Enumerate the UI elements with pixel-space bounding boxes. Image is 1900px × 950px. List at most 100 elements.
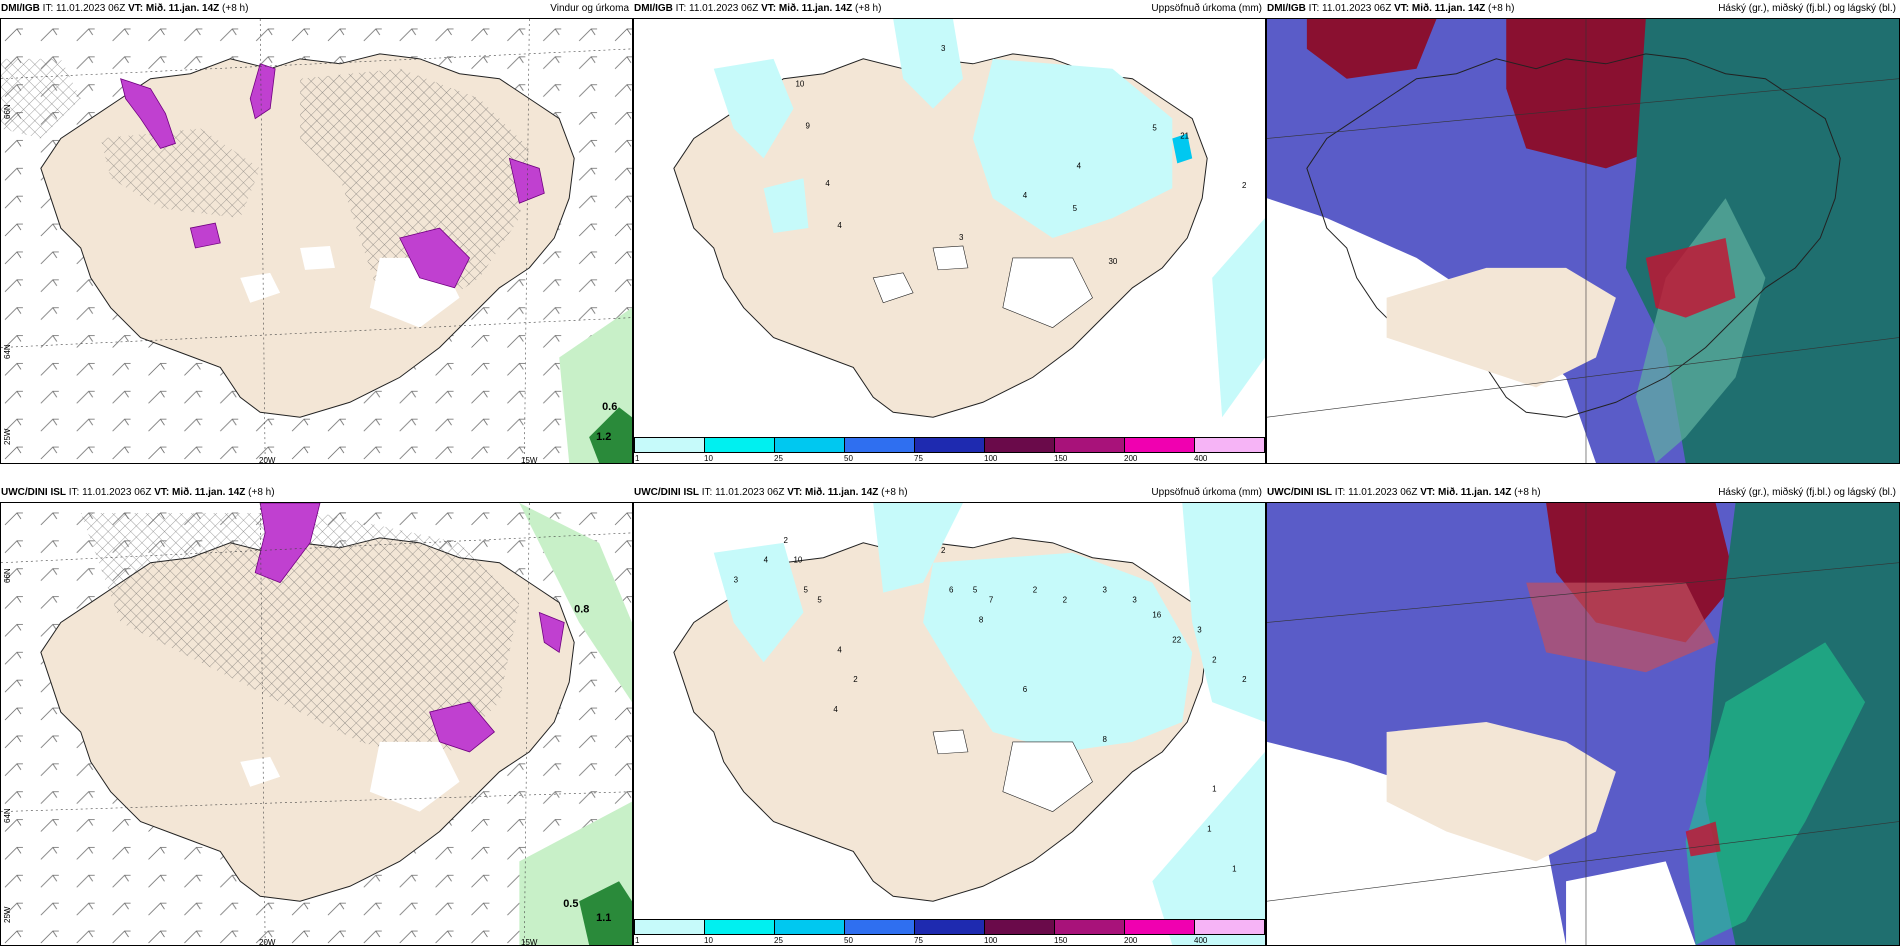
colorbar-label: 10 [704,936,713,945]
lon-line [524,503,530,945]
model-name: DMI/IGB [1,3,40,14]
map-cloud-bottom[interactable] [1266,502,1900,946]
colorbar-swatch [985,920,1055,934]
land-visible [1386,267,1616,388]
colorbar-label: 200 [1124,936,1138,945]
cloud-map-svg [1267,19,1899,463]
colorbar-label: 1 [635,454,640,463]
colorbar-swatch [705,438,775,452]
model-name: UWC/DINI ISL [1267,487,1332,498]
it-label: IT: [675,3,687,14]
colorbar-label: 400 [1194,454,1208,463]
valid-time: Mið. 11.jan. 14Z [805,487,879,498]
precip-colorbar: 1 10 25 50 75 100 150 200 400 [634,437,1265,463]
init-time: 11.01.2023 06Z [715,487,785,498]
wind-map-svg: 0.8 0.5 1.1 [1,503,632,945]
precip-value: 5 [817,596,822,605]
colorbar-swatch [1125,438,1195,452]
init-time: 11.01.2023 06Z [1322,3,1392,14]
map-precip-bottom[interactable]: 2 10 4 3 5 5 4 2 4 2 6 5 7 8 2 2 3 3 16 … [633,502,1266,946]
panel-title: Uppsöfnuð úrkoma (mm) [1151,3,1262,14]
valid-time: Mið. 11.jan. 14Z [1411,3,1486,14]
lead-time: (+8 h) [1488,3,1515,14]
colorbar-label: 100 [984,454,998,463]
cloud-high-light [1526,582,1716,673]
colorbar-swatch [775,438,845,452]
init-time: 11.01.2023 06Z [1348,487,1418,498]
lat-label: 66N [3,104,12,119]
glacier-lang [240,272,281,303]
map-wind-bottom[interactable]: 0.8 0.5 1.1 20W 15W 25W 64N 66N [0,502,633,946]
precip-value: 2 [1242,181,1247,190]
panel-header: UWC/DINI ISL IT: 11.01.2023 06Z VT: Mið.… [0,484,633,502]
clear-area [1566,861,1696,945]
it-label: IT: [1308,3,1320,14]
header-left: DMI/IGB IT: 11.01.2023 06Z VT: Mið. 11.j… [1267,0,1514,18]
precip-value: 2 [853,675,858,684]
precip-area [713,542,804,663]
header-left: DMI/IGB IT: 11.01.2023 06Z VT: Mið. 11.j… [634,0,881,18]
lon-label: 20W [259,456,276,464]
precip-value: 16 [1152,610,1161,619]
colorbar-label: 50 [844,936,853,945]
model-name: DMI/IGB [634,3,673,14]
colorbar-swatch [635,438,705,452]
lead-time: (+8 h) [222,3,249,14]
lon-label: 15W [521,456,538,464]
lat-line [1,791,632,812]
precip-green [519,503,632,703]
precip-value: 2 [941,546,946,555]
precip-area [1152,751,1265,945]
panel-bottom-wind: UWC/DINI ISL IT: 11.01.2023 06Z VT: Mið.… [0,484,633,946]
panel-header: DMI/IGB IT: 11.01.2023 06Z VT: Mið. 11.j… [0,0,633,18]
precip-value: 5 [803,586,808,595]
colorbar-swatches [634,919,1265,935]
precip-blob [120,78,176,149]
it-label: IT: [42,3,54,14]
map-label: 0.8 [574,604,589,616]
colorbar-label: 400 [1194,936,1208,945]
colorbar-label: 150 [1054,936,1068,945]
precip-area [1182,503,1265,723]
lead-time: (+8 h) [881,487,908,498]
precip-value: 4 [837,221,842,230]
panel-header: DMI/IGB IT: 11.01.2023 06Z VT: Mið. 11.j… [1266,0,1900,18]
panel-header: UWC/DINI ISL IT: 11.01.2023 06Z VT: Mið.… [1266,484,1900,502]
precip-blob [399,227,471,289]
precip-area [873,503,963,593]
precip-value: 2 [784,536,789,545]
glacier-vatna [369,741,460,812]
init-time: 11.01.2023 06Z [56,3,126,14]
lead-time: (+8 h) [248,487,275,498]
lead-time: (+8 h) [855,3,882,14]
colorbar-swatch [915,920,985,934]
precip-area [763,178,809,234]
colorbar-label: 75 [914,454,923,463]
valid-time: Mið. 11.jan. 14Z [172,487,246,498]
glacier-lang [240,756,281,787]
colorbar-label: 200 [1124,454,1138,463]
lat-label: 64N [3,808,12,823]
glacier-hofs [300,245,335,270]
precip-value: 3 [1197,625,1202,634]
map-cloud-top[interactable] [1266,18,1900,464]
vt-label: VT: [1420,487,1436,498]
precip-value: 4 [1077,161,1082,170]
map-wind-top[interactable]: 0.6 1.2 20W 15W 25W 64N 66N [0,18,633,464]
header-left: UWC/DINI ISL IT: 11.01.2023 06Z VT: Mið.… [634,484,908,502]
precip-colorbar: 1 10 25 50 75 100 150 200 400 [634,919,1265,945]
lon-line [259,19,266,463]
panel-top-cloud: DMI/IGB IT: 11.01.2023 06Z VT: Mið. 11.j… [1266,0,1900,464]
precip-green-dark [589,407,632,463]
colorbar-label: 10 [704,454,713,463]
lon-label: 25W [3,428,12,445]
vt-label: VT: [1394,3,1410,14]
map-precip-top[interactable]: 3 10 9 4 4 4 4 5 21 2 3 30 5 [633,18,1266,464]
precip-values: 2 10 4 3 5 5 4 2 4 2 6 5 7 8 2 2 3 3 16 … [734,536,1247,874]
precip-value: 1 [1212,785,1217,794]
cloud-high [1306,19,1437,79]
lat-line [1267,78,1899,139]
vt-label: VT: [787,487,803,498]
land-visible [1386,722,1616,862]
panel-bottom-cloud: UWC/DINI ISL IT: 11.01.2023 06Z VT: Mið.… [1266,484,1900,946]
